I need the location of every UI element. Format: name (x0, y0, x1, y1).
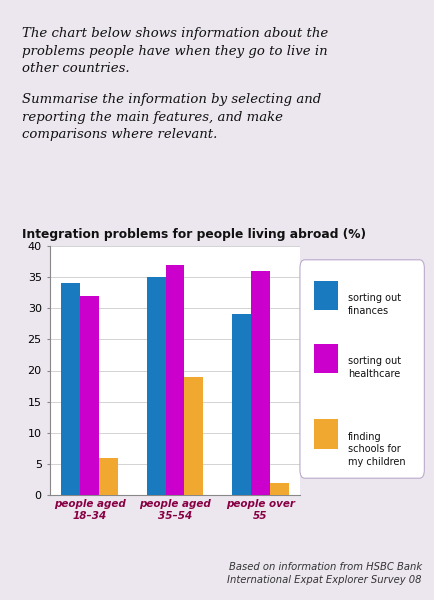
Text: Based on information from HSBC Bank
International Expat Explorer Survey 08: Based on information from HSBC Bank Inte… (227, 562, 421, 585)
Text: The chart below shows information about the
problems people have when they go to: The chart below shows information about … (22, 27, 327, 75)
Bar (165, 265, 184, 495)
Bar (232, 314, 250, 495)
Bar (270, 482, 288, 495)
Text: sorting out
healthcare: sorting out healthcare (347, 356, 400, 379)
Bar (184, 377, 203, 495)
Bar (250, 271, 270, 495)
Bar (147, 277, 165, 495)
Text: sorting out
finances: sorting out finances (347, 293, 400, 316)
Bar (80, 296, 99, 495)
FancyBboxPatch shape (299, 260, 423, 478)
Bar (99, 458, 118, 495)
Bar (313, 419, 338, 449)
Text: Integration problems for people living abroad (%): Integration problems for people living a… (22, 228, 365, 241)
Bar (313, 344, 338, 373)
Text: Summarise the information by selecting and
reporting the main features, and make: Summarise the information by selecting a… (22, 93, 320, 141)
Bar (61, 283, 80, 495)
Bar (313, 281, 338, 310)
Text: finding
schools for
my children: finding schools for my children (347, 432, 404, 467)
